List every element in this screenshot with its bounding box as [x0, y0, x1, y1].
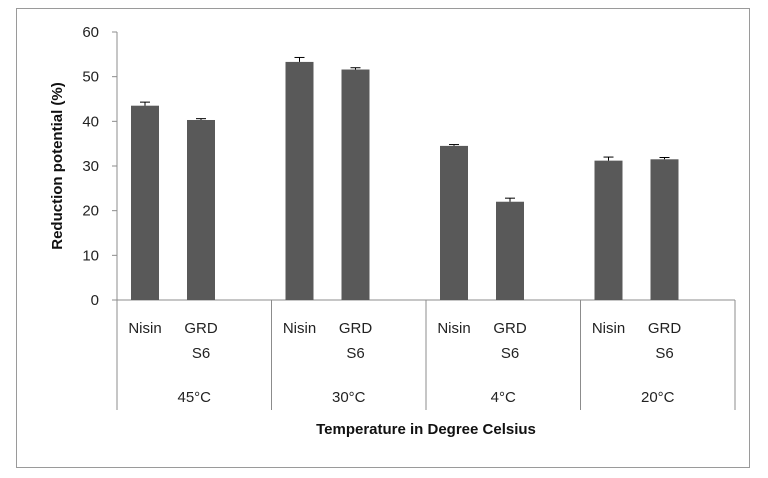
bar [496, 201, 524, 300]
bar-label: Nisin [592, 320, 625, 337]
bar-label: GRD S6 [184, 320, 218, 362]
group-label: 4°C [491, 389, 516, 406]
bar-label: Nisin [437, 320, 470, 337]
bar [440, 145, 468, 300]
y-tick-label: 20 [82, 203, 99, 220]
y-tick-label: 10 [82, 247, 99, 264]
bar-label: GRD S6 [493, 320, 527, 362]
bar-label: GRD S6 [339, 320, 373, 362]
bar [131, 105, 159, 300]
bar [285, 61, 314, 300]
group-label: 45°C [177, 389, 211, 406]
y-tick-label: 60 [82, 24, 99, 41]
group-label: 30°C [332, 389, 366, 406]
bar [650, 159, 679, 300]
y-axis-title: Reduction potential (%) [49, 82, 66, 250]
bar-label: GRD S6 [648, 320, 682, 362]
bar [594, 160, 623, 300]
bar [341, 69, 370, 301]
group-label: 20°C [641, 389, 675, 406]
y-tick-label: 40 [82, 113, 99, 130]
y-tick-label: 30 [82, 158, 99, 175]
bar-label: Nisin [283, 320, 316, 337]
bar-label: Nisin [128, 320, 161, 337]
x-axis-title: Temperature in Degree Celsius [316, 421, 536, 438]
y-tick-label: 50 [82, 69, 99, 86]
bar [187, 119, 215, 300]
y-tick-label: 0 [91, 292, 99, 309]
